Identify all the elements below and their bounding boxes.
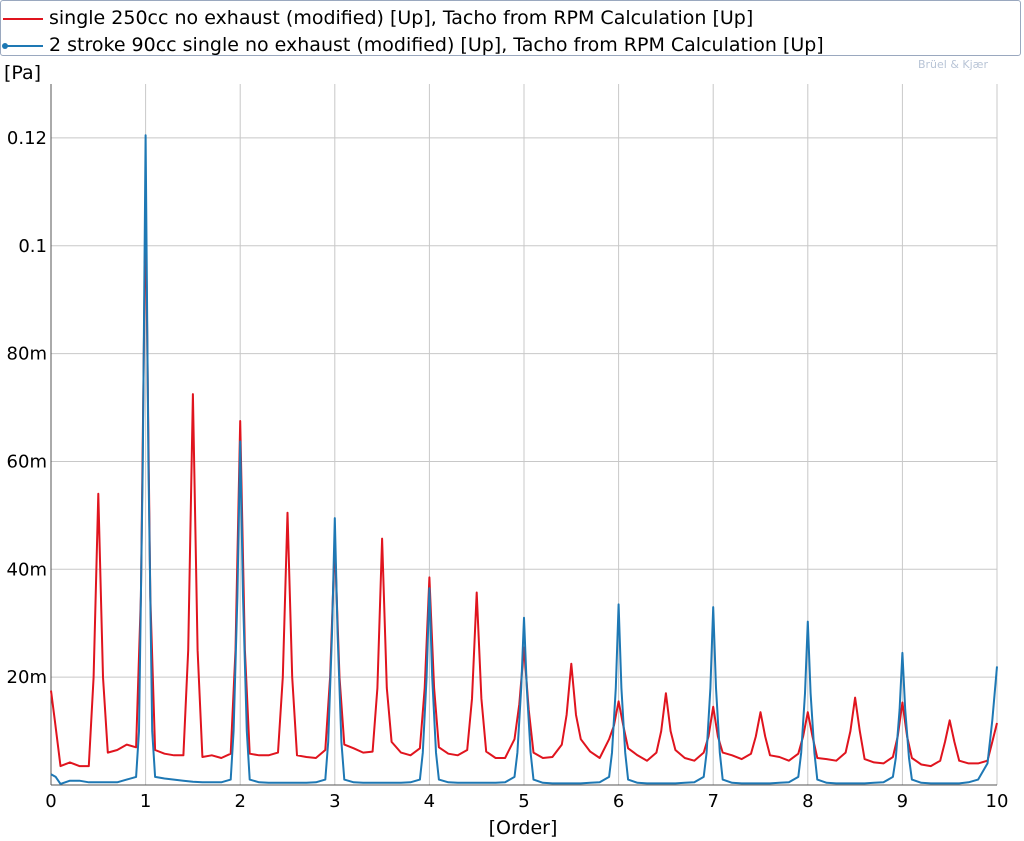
x-tick-label: 10 [986, 791, 1009, 812]
y-tick-label: 0.12 [7, 128, 47, 149]
legend-swatch-series-1 [1, 11, 43, 25]
legend-swatch-series-2 [1, 38, 43, 52]
plot-frame [50, 84, 997, 786]
x-tick-label: 3 [329, 791, 340, 812]
brand-watermark: Brüel & Kjær [917, 58, 988, 71]
legend-entry-series-2[interactable]: 2 stroke 90cc single no exhaust (modifie… [1, 32, 824, 58]
series-line-1[interactable] [50, 201, 998, 768]
x-tick-label: 2 [234, 791, 245, 812]
series-line-2[interactable] [50, 134, 998, 785]
y-tick-label: 20m [7, 667, 47, 688]
y-axis-ticks: 20m 40m 60m 80m 0.1 0.12 [7, 128, 47, 688]
x-tick-label: 7 [707, 791, 718, 812]
x-tick-label: 1 [140, 791, 151, 812]
x-tick-label: 0 [45, 791, 56, 812]
series-layer [50, 134, 998, 785]
y-axis-title: [Pa] [4, 62, 41, 84]
legend: single 250cc no exhaust (modified) [Up],… [0, 0, 1021, 56]
x-tick-label: 9 [897, 791, 908, 812]
x-axis-title: [Order] [489, 817, 558, 839]
x-tick-label: 4 [424, 791, 435, 812]
x-tick-label: 8 [802, 791, 813, 812]
y-tick-label: 80m [7, 344, 47, 365]
legend-entry-series-1[interactable]: single 250cc no exhaust (modified) [Up],… [1, 5, 753, 31]
grid [51, 84, 998, 785]
x-axis-ticks: 0 1 2 3 4 5 6 7 8 9 10 [45, 791, 1008, 812]
x-tick-label: 6 [613, 791, 624, 812]
y-tick-label: 0.1 [18, 236, 47, 257]
y-tick-label: 60m [7, 451, 47, 472]
legend-label-series-1: single 250cc no exhaust (modified) [Up],… [49, 7, 754, 29]
y-tick-label: 40m [7, 559, 47, 580]
x-tick-label: 5 [518, 791, 529, 812]
legend-label-series-2: 2 stroke 90cc single no exhaust (modifie… [49, 34, 824, 56]
